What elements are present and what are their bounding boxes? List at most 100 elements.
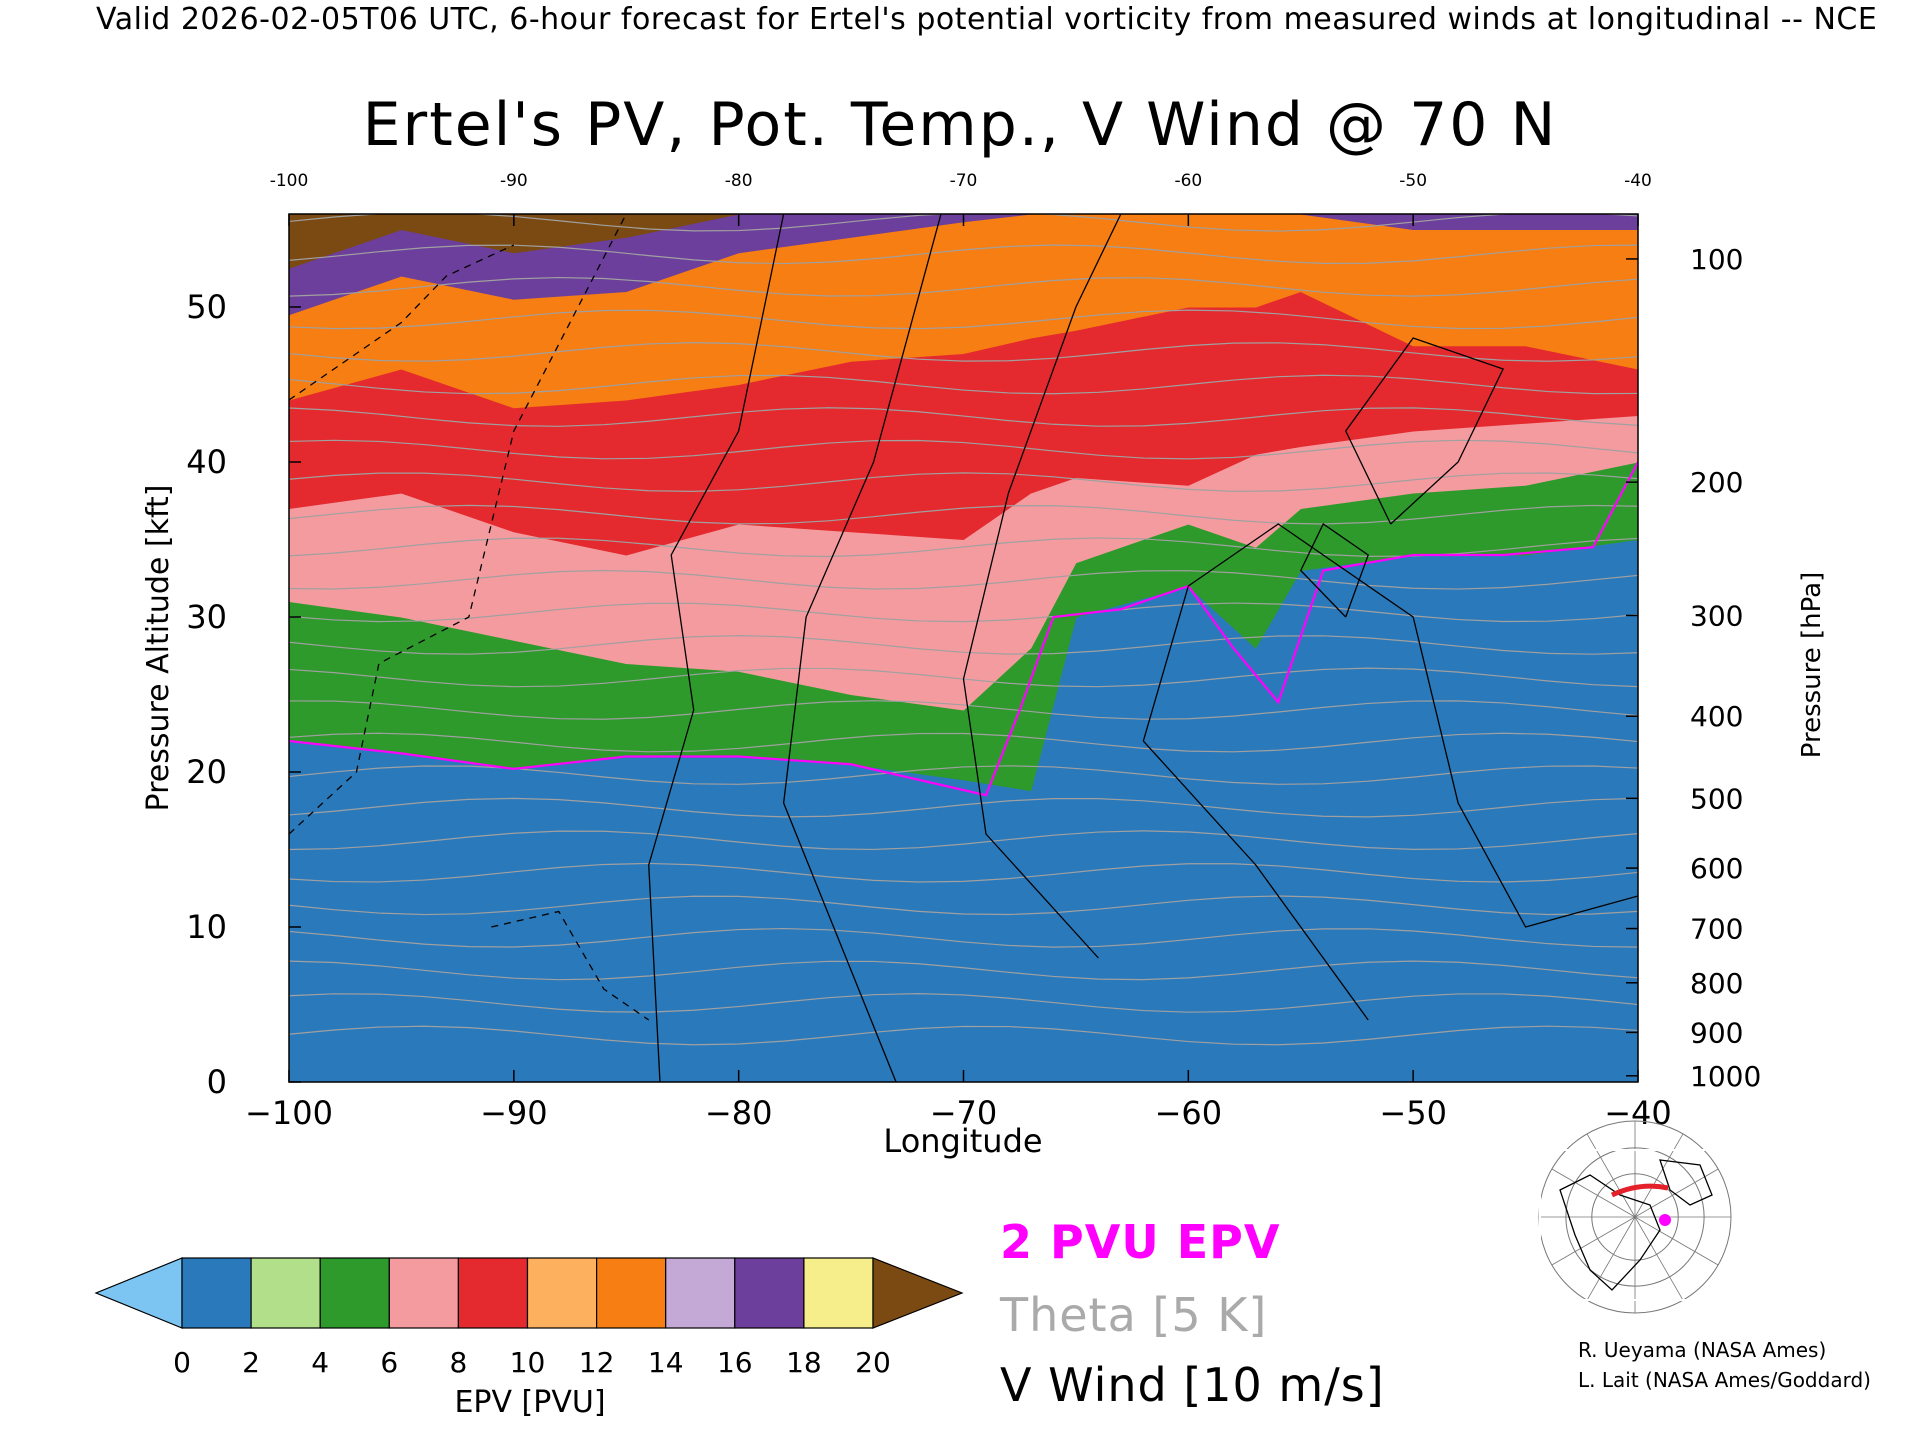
theta-contour (289, 439, 1638, 460)
colorbar-under-arrow (94, 1257, 183, 1329)
legend-theta: Theta [5 K] (1000, 1288, 1268, 1342)
credit-line: L. Lait (NASA Ames/Goddard) (1578, 1368, 1871, 1392)
x-tick-label-top: -90 (500, 171, 528, 191)
colorbar-over-arrow (872, 1257, 964, 1329)
map-section-line (1610, 1183, 1669, 1198)
colorbar-tick-label: 2 (242, 1346, 260, 1379)
pressure-tick-label: 900 (1690, 1016, 1743, 1049)
x-tick-label-top: -50 (1399, 171, 1427, 191)
forecast-header: Valid 2026-02-05T06 UTC, 6-hour forecast… (96, 2, 1878, 37)
theta-contour (289, 1025, 1638, 1046)
v-wind-contour (1344, 337, 1505, 525)
colorbar-tick-label: 14 (648, 1346, 684, 1379)
colorbar-segment (595, 1257, 667, 1329)
theta-contour (289, 927, 1638, 948)
theta-contour (289, 634, 1638, 655)
theta-contour (289, 472, 1638, 493)
theta-contour (289, 276, 1638, 297)
theta-contour (289, 309, 1638, 330)
v-wind-contour-negative (289, 244, 515, 401)
theta-contour (289, 797, 1638, 818)
v-wind-contour-negative (491, 910, 650, 1021)
v-wind-contour (962, 214, 1122, 959)
theta-contour (289, 602, 1638, 623)
theta-contour (289, 895, 1638, 916)
y-tick-label: 20 (186, 753, 227, 791)
map-location-dot (1659, 1214, 1671, 1226)
colorbar-segment (319, 1257, 390, 1329)
x-tick-label: −40 (1604, 1094, 1672, 1132)
colorbar-tick-label: 16 (717, 1346, 753, 1379)
x-tick-label: −60 (1155, 1094, 1223, 1132)
legend-pv-2pvu: 2 PVU EPV (1000, 1215, 1281, 1269)
colorbar-segment (388, 1257, 459, 1329)
pressure-tick-label: 700 (1690, 913, 1743, 946)
pressure-tick-label: 100 (1690, 243, 1743, 276)
map-meridian (1634, 1216, 1684, 1301)
chart-title: Ertel's PV, Pot. Temp., V Wind @ 70 N (362, 90, 1558, 160)
y-tick-label: 10 (186, 908, 227, 946)
x-tick-label-top: -60 (1174, 171, 1202, 191)
x-tick-label: −70 (930, 1094, 998, 1132)
legend-v-wind: V Wind [10 m/s] (1000, 1358, 1385, 1412)
pressure-tick-label: 800 (1690, 967, 1743, 1000)
colorbar-tick-label: 4 (311, 1346, 329, 1379)
x-tick-label-top: -70 (950, 171, 978, 191)
x-axis-label: Longitude (883, 1122, 1042, 1160)
map-coastline (1659, 1159, 1713, 1206)
v-wind-contour (648, 214, 785, 1082)
colorbar-tick-label: 12 (579, 1346, 615, 1379)
v-wind-contour (1299, 523, 1369, 618)
y-tick-label: 0 (207, 1063, 227, 1101)
pressure-tick-label: 1000 (1690, 1060, 1761, 1093)
x-tick-label: −100 (245, 1094, 333, 1132)
theta-contour (289, 407, 1638, 427)
v-wind-contour-negative (289, 214, 627, 835)
pv-2pvu-contour (289, 461, 1638, 797)
theta-contour (289, 342, 1638, 362)
x-tick-label: −50 (1379, 1094, 1447, 1132)
pressure-tick-label: 200 (1690, 466, 1743, 499)
map-background (1540, 1150, 1734, 1300)
colorbar-tick-label: 0 (173, 1346, 191, 1379)
colorbar-tick-label: 8 (449, 1346, 467, 1379)
y-tick-label: 40 (186, 443, 227, 481)
x-tick-label-top: -100 (270, 171, 309, 191)
x-tick-label: −90 (480, 1094, 548, 1132)
theta-contour (289, 374, 1638, 395)
colorbar-tick-label: 6 (380, 1346, 398, 1379)
colorbar-segment (803, 1257, 874, 1329)
pressure-tick-label: 300 (1690, 599, 1743, 632)
colorbar-tick-label: 20 (855, 1346, 891, 1379)
theta-contour (289, 504, 1638, 525)
y-tick-label: 30 (186, 598, 227, 636)
theta-contour (289, 960, 1638, 981)
theta-contour (289, 993, 1638, 1013)
v-wind-contour (1142, 523, 1638, 1021)
colorbar-label: EPV [PVU] (454, 1385, 605, 1420)
y-tick-label: 50 (186, 288, 227, 326)
map-meridian (1551, 1168, 1636, 1218)
theta-contour (289, 700, 1638, 720)
theta-contour (289, 732, 1638, 753)
colorbar-tick-label: 18 (786, 1346, 822, 1379)
x-tick-label-top: -40 (1624, 171, 1652, 191)
colorbar-segment (665, 1257, 736, 1329)
colorbar-tick-label: 10 (510, 1346, 546, 1379)
map-meridian (1586, 1216, 1636, 1301)
map-frame (1539, 1149, 1735, 1301)
pressure-tick-label: 600 (1690, 852, 1743, 885)
x-tick-label: −80 (705, 1094, 773, 1132)
pressure-tick-label: 500 (1690, 782, 1743, 815)
location-map (1538, 1120, 1735, 1314)
map-meridian (1551, 1216, 1636, 1266)
pressure-axis-label: Pressure [hPa] (1797, 572, 1827, 759)
theta-contour (289, 830, 1638, 851)
colorbar-segment (734, 1257, 805, 1329)
colorbar-segment (250, 1257, 321, 1329)
x-tick-label-top: -80 (725, 171, 753, 191)
colorbar-segment (457, 1257, 529, 1329)
v-wind-contour (782, 214, 942, 1082)
y-axis-label: Pressure Altitude [kft] (141, 485, 176, 812)
plot-area (289, 214, 1638, 1082)
